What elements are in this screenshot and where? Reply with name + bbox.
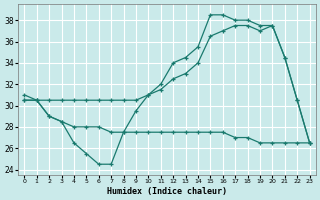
X-axis label: Humidex (Indice chaleur): Humidex (Indice chaleur) xyxy=(107,187,227,196)
